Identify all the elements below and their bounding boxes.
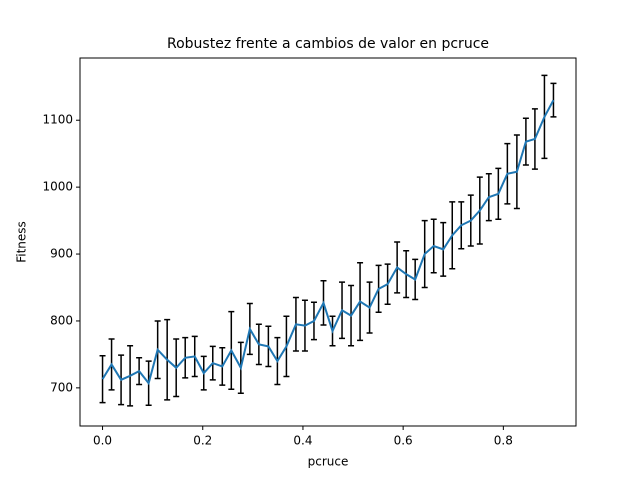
y-axis-label: Fitness — [15, 221, 29, 263]
y-tick-label: 1100 — [42, 113, 73, 127]
x-tick-label: 0.4 — [293, 434, 312, 448]
y-tick-label: 1000 — [42, 180, 73, 194]
data-line — [101, 99, 555, 386]
y-tick-label: 900 — [50, 247, 73, 261]
x-tick-label: 0.8 — [494, 434, 513, 448]
error-bar — [99, 354, 106, 404]
x-tick-label: 0.6 — [394, 434, 413, 448]
x-tick-label: 0.0 — [93, 434, 112, 448]
y-tick-label: 800 — [50, 313, 73, 327]
y-tick-label: 700 — [50, 380, 73, 394]
chart-title: Robustez frente a cambios de valor en pc… — [167, 36, 489, 52]
plot-frame — [79, 57, 577, 427]
error-bar — [550, 82, 557, 118]
x-axis-label: pcruce — [308, 455, 349, 469]
x-tick-label: 0.2 — [193, 434, 212, 448]
